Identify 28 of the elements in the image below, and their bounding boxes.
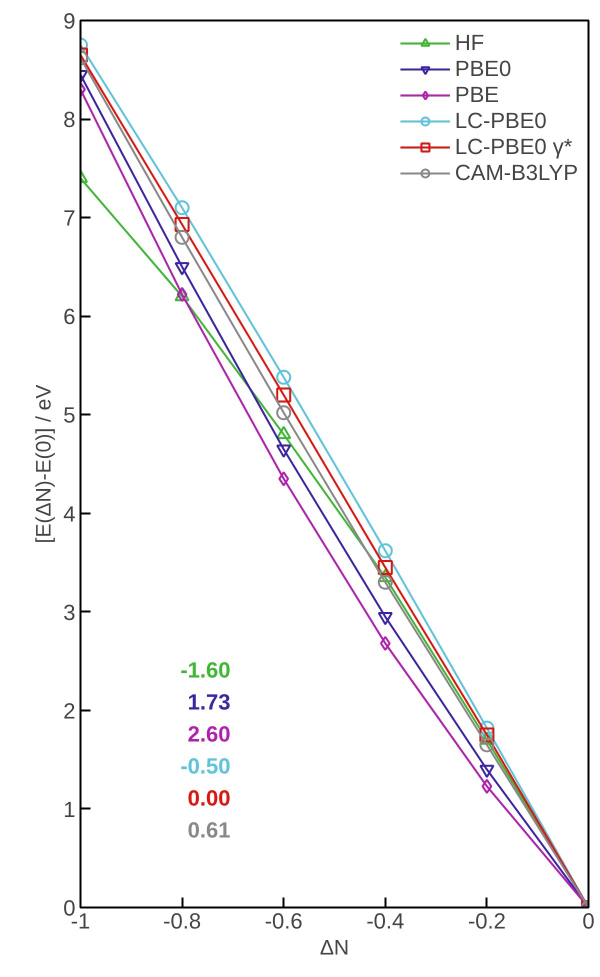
y-tick-label: 7 [63, 206, 76, 231]
y-tick-label: 4 [63, 501, 76, 526]
legend-label: PBE0 [454, 56, 512, 82]
annotation: -1.60 [180, 658, 231, 682]
x-tick-label: -0.8 [163, 908, 202, 934]
legend-label: CAM-B3LYP [454, 160, 578, 186]
legend-label: LC-PBE0 [454, 108, 547, 134]
legend-label: HF [454, 30, 484, 56]
y-tick-label: 3 [63, 600, 76, 625]
y-tick-label: 8 [63, 107, 76, 132]
x-tick-label: 0 [582, 908, 595, 934]
x-tick-label: -0.2 [468, 908, 506, 934]
y-tick-label: 2 [63, 698, 76, 724]
legend-label: PBE [454, 82, 499, 108]
annotation: 1.73 [188, 690, 231, 714]
y-tick-label: 9 [63, 8, 76, 34]
annotation: 0.61 [188, 818, 231, 842]
x-tick-label: -0.4 [366, 908, 404, 934]
y-axis-title: [E(ΔN)-E(0)] / eV [32, 384, 56, 544]
y-tick-label: 6 [63, 304, 76, 330]
annotation: 2.60 [188, 722, 231, 746]
y-tick-label: 1 [63, 796, 76, 822]
annotation: -0.50 [180, 754, 231, 778]
annotation: 0.00 [188, 786, 231, 810]
x-axis-title: ΔN [320, 936, 350, 960]
y-tick-label: 5 [63, 402, 76, 428]
x-tick-label: -0.6 [264, 908, 303, 934]
legend-label: LC-PBE0 γ* [454, 134, 572, 160]
